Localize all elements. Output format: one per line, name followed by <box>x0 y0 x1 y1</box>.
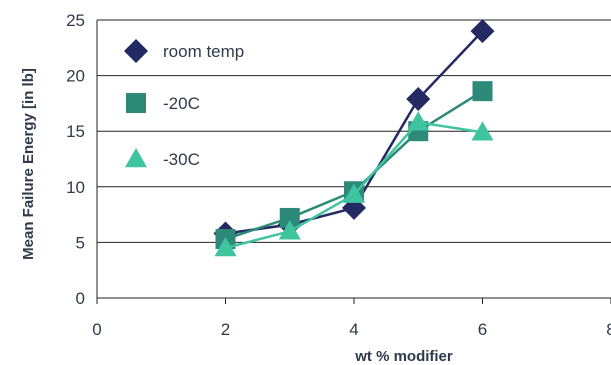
data-point-triangle <box>407 111 430 131</box>
x-axis-title: wt % modifier <box>354 348 453 365</box>
legend-label: -30C <box>163 150 200 169</box>
y-tick-label: 15 <box>66 122 85 141</box>
x-tick-label: 6 <box>478 320 487 339</box>
x-tick-label: 8 <box>606 320 611 339</box>
legend-label: -20C <box>163 94 200 113</box>
y-tick-label: 20 <box>66 67 85 86</box>
legend-item: -30C <box>125 148 200 169</box>
series-layer <box>213 19 495 257</box>
data-point-triangle <box>343 183 365 203</box>
y-tick-label: 25 <box>66 11 85 30</box>
legend: room temp -20C -30C <box>124 39 244 169</box>
x-tick-label: 2 <box>221 320 230 339</box>
x-tick-label: 4 <box>349 320 358 339</box>
legend-item: room temp <box>124 39 244 63</box>
data-point-triangle <box>214 236 237 257</box>
y-tick-label: 5 <box>76 233 85 252</box>
y-tick-label: 10 <box>66 178 85 197</box>
axes <box>96 20 611 304</box>
series-2 <box>215 81 493 250</box>
data-point-square <box>472 81 493 102</box>
y-axis-title: Mean Failure Energy [in lb] <box>20 68 37 260</box>
series-3 <box>214 111 494 257</box>
legend-marker-triangle <box>125 148 147 168</box>
x-tick-label: 0 <box>92 320 101 339</box>
legend-item: -20C <box>126 93 200 113</box>
legend-marker-square <box>126 93 146 113</box>
series-1 <box>213 19 495 246</box>
x-tick-labels: 0 2 4 6 8 <box>92 320 611 339</box>
data-point-diamond <box>470 19 495 44</box>
legend-marker-diamond <box>124 39 148 63</box>
data-point-square <box>279 207 300 228</box>
y-tick-label: 0 <box>76 289 85 308</box>
y-tick-labels: 0 5 10 15 20 25 <box>66 11 85 308</box>
data-point-diamond <box>406 86 431 111</box>
data-point-triangle <box>278 220 301 240</box>
data-point-triangle <box>471 121 494 141</box>
legend-label: room temp <box>163 42 244 61</box>
